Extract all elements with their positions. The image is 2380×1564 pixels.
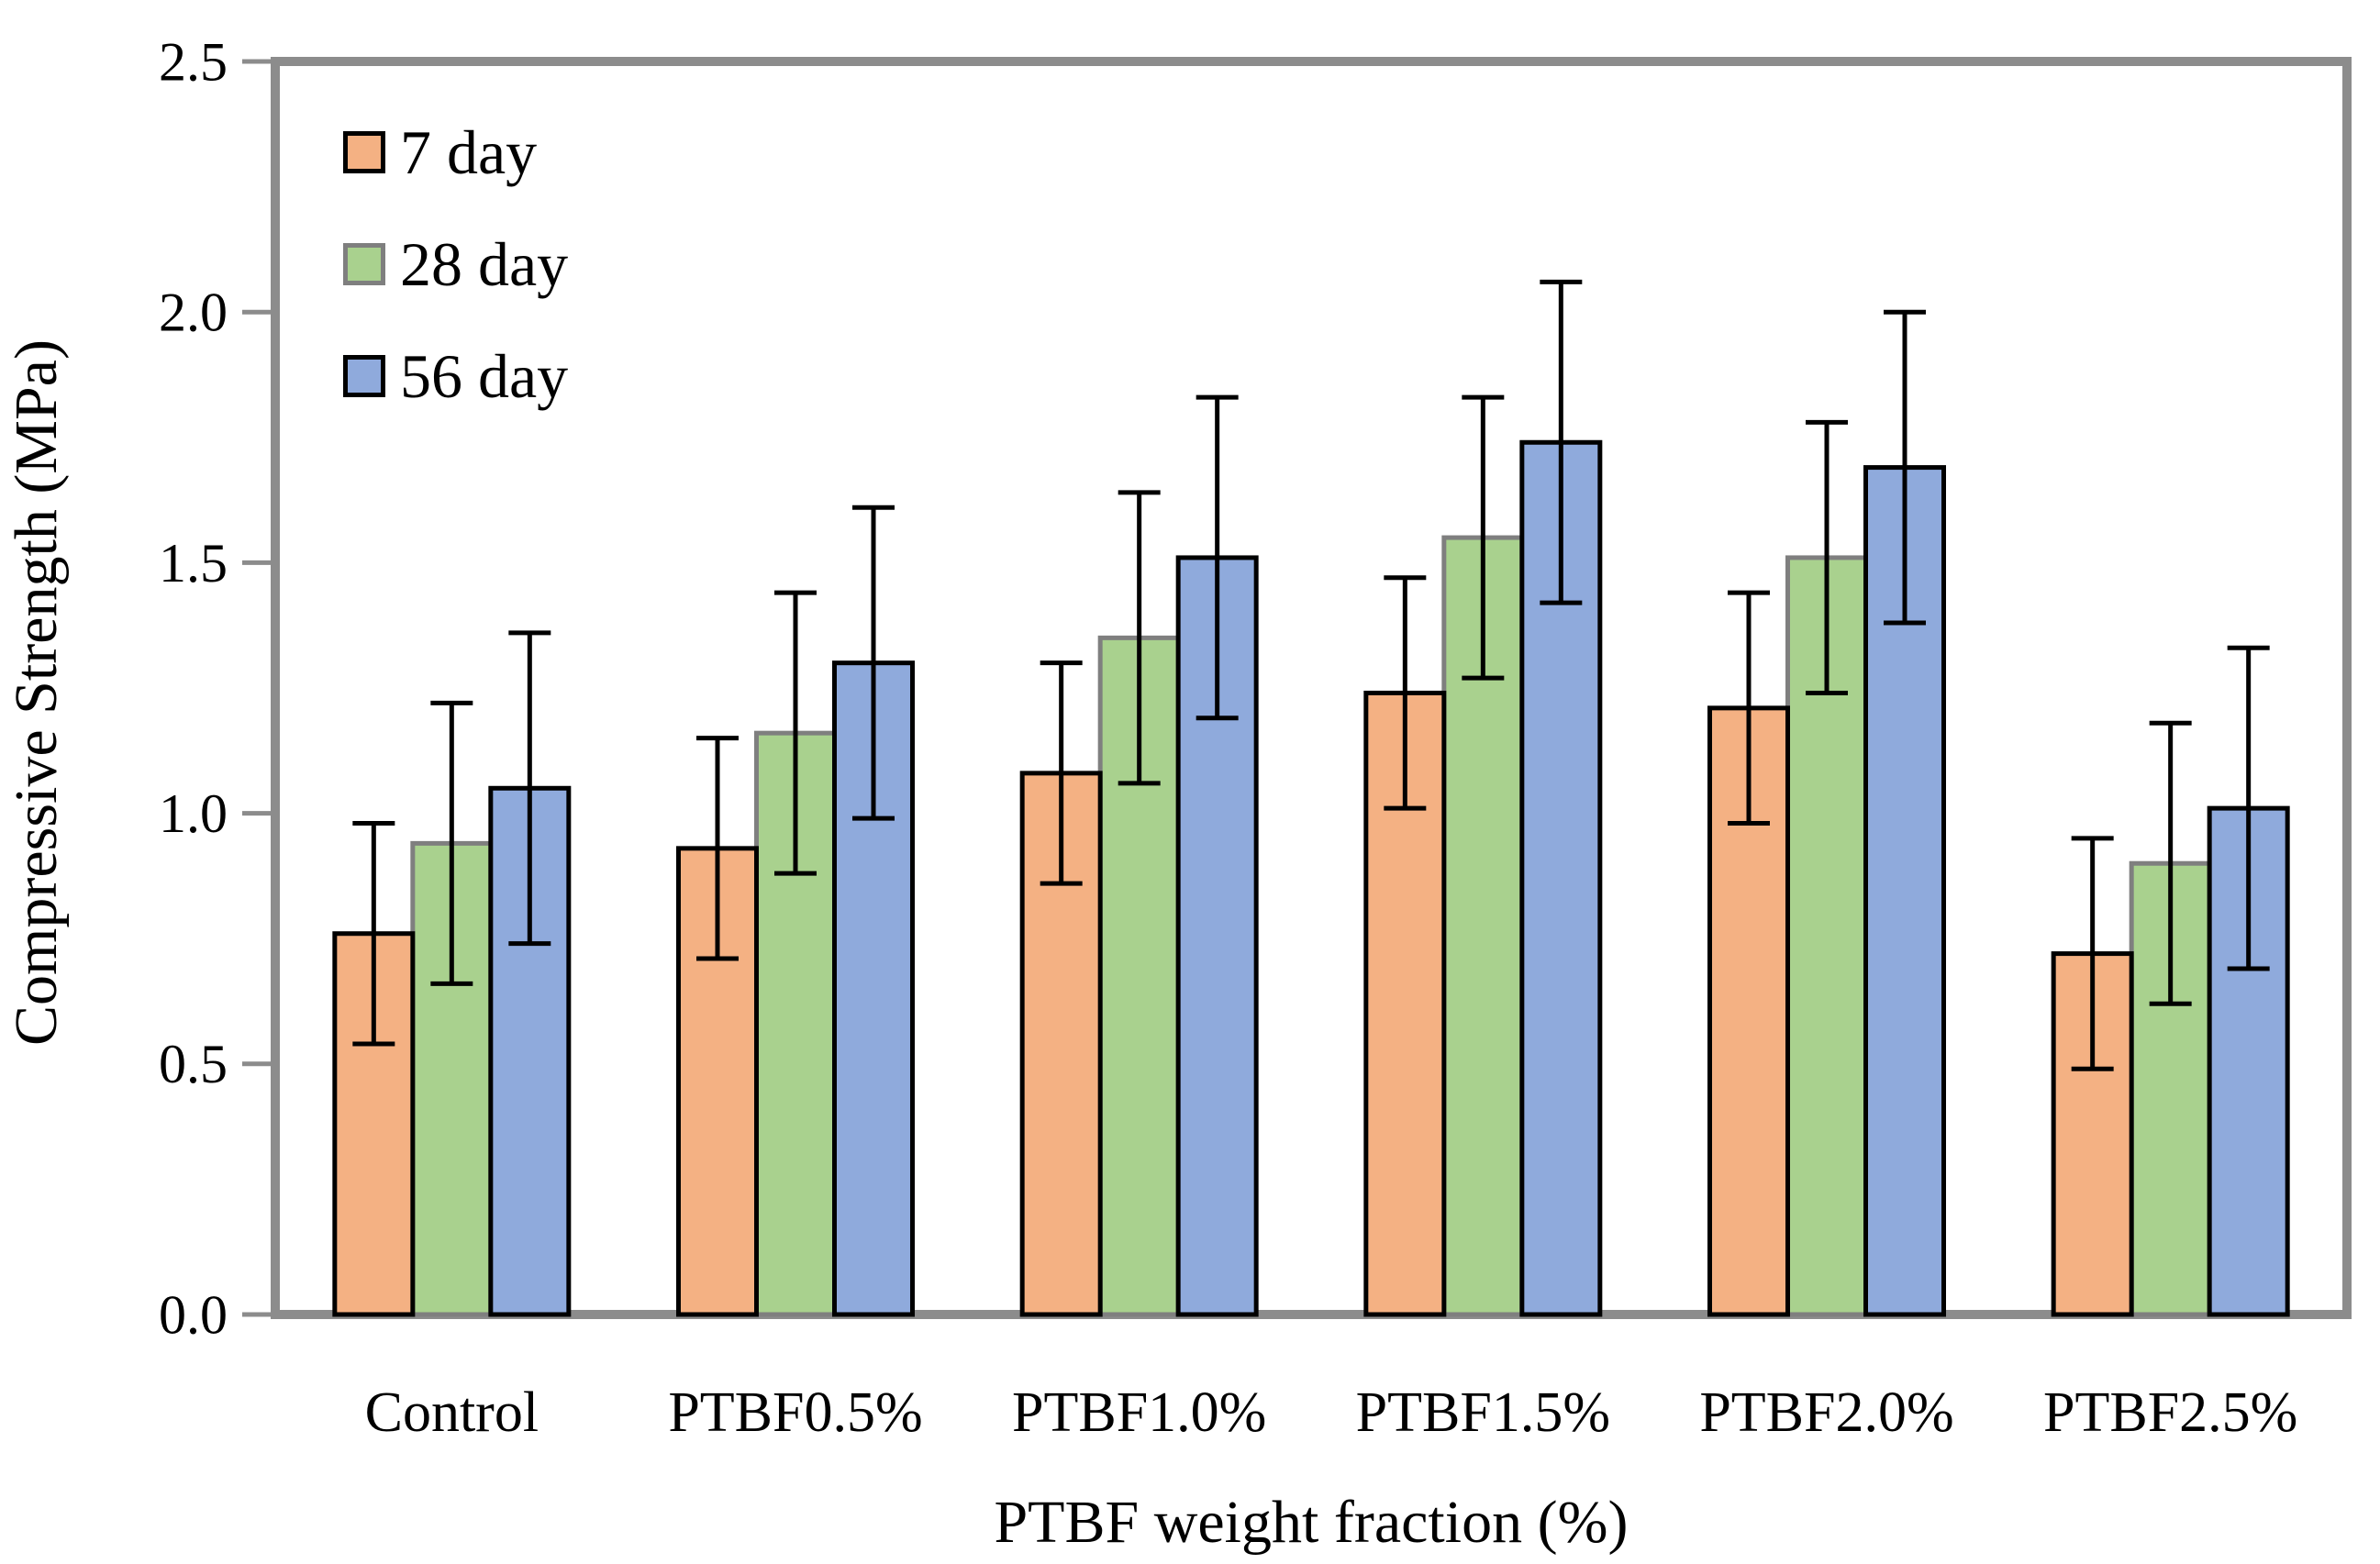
legend-swatch-28-day-icon — [343, 243, 385, 285]
legend: 7 day 28 day 56 day — [343, 119, 568, 409]
y-tick-label: 2.0 — [159, 283, 228, 343]
x-axis-title: PTBF weight fraction (%) — [994, 1489, 1629, 1556]
legend-label-7-day: 7 day — [400, 117, 538, 187]
y-tick-label: 2.5 — [159, 31, 228, 92]
y-tick-label: 0.0 — [159, 1284, 228, 1345]
x-category-label: PTBF1.0% — [1012, 1381, 1266, 1444]
y-axis-title: Compressive Strength (MPa) — [3, 339, 70, 1046]
legend-item-7-day: 7 day — [343, 119, 568, 185]
legend-label-28-day: 28 day — [400, 229, 569, 299]
x-category-label: PTBF2.0% — [1699, 1381, 1953, 1444]
x-category-label: Control — [365, 1381, 539, 1444]
y-tick-label: 1.0 — [159, 783, 228, 844]
legend-swatch-7-day-icon — [343, 131, 385, 173]
legend-label-56-day: 56 day — [400, 341, 569, 411]
x-category-label: PTBF2.5% — [2043, 1381, 2297, 1444]
x-category-label: PTBF0.5% — [668, 1381, 922, 1444]
y-tick-label: 1.5 — [159, 533, 228, 593]
y-tick-label: 0.5 — [159, 1034, 228, 1094]
legend-swatch-56-day-icon — [343, 355, 385, 397]
plot-frame — [271, 57, 2352, 1319]
legend-item-28-day: 28 day — [343, 231, 568, 297]
legend-item-56-day: 56 day — [343, 343, 568, 409]
x-category-label: PTBF1.5% — [1356, 1381, 1610, 1444]
